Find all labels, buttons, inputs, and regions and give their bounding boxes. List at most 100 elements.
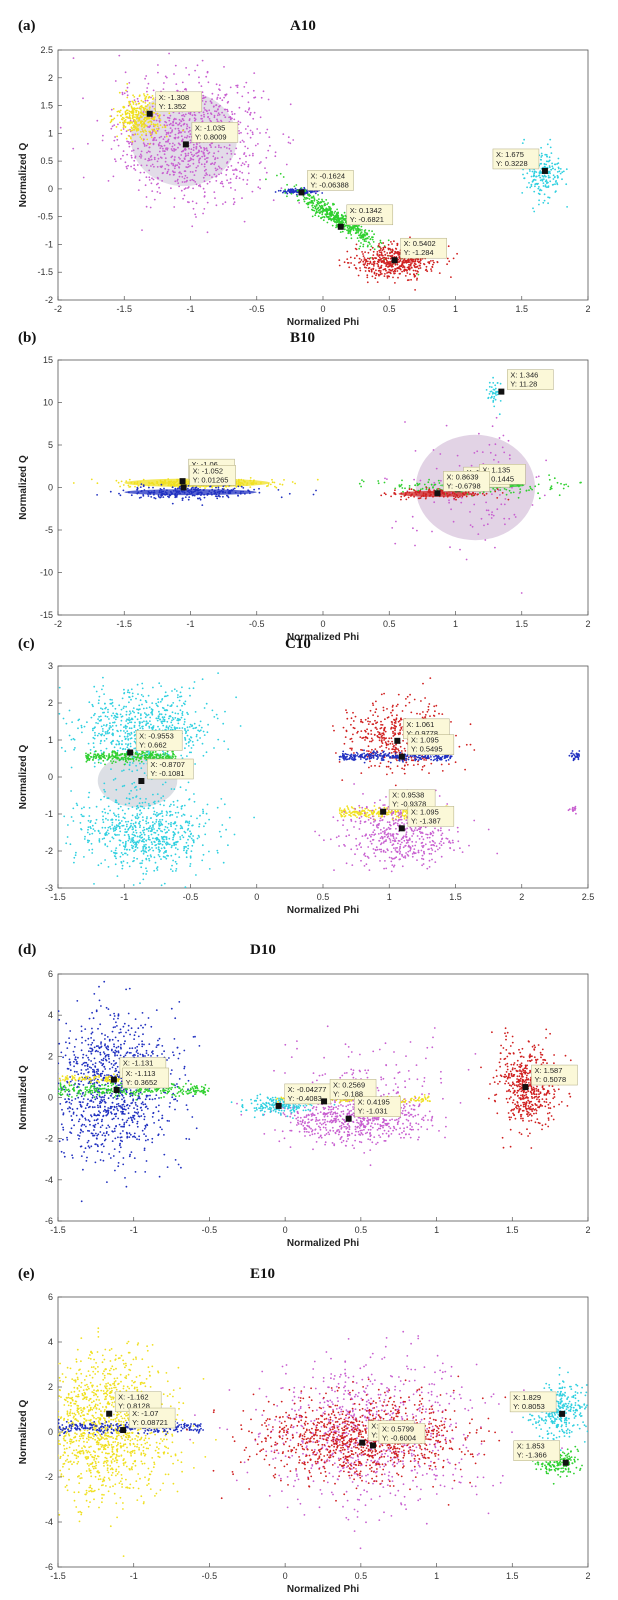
datatip-text: X: -1.052: [193, 466, 223, 475]
data-point: [188, 496, 191, 498]
datatip-text: Y: 0.8009: [195, 132, 227, 141]
data-point: [438, 482, 441, 484]
data-point: [157, 854, 160, 856]
data-point: [122, 106, 124, 108]
data-point: [280, 496, 283, 499]
data-point: [178, 490, 181, 493]
data-point: [77, 727, 79, 730]
data-point: [143, 772, 146, 774]
data-point: [391, 243, 393, 245]
data-point: [163, 709, 166, 712]
data-point: [204, 109, 207, 111]
data-point: [130, 718, 133, 721]
data-point: [143, 108, 146, 111]
data-point: [195, 486, 198, 489]
data-point: [143, 845, 146, 848]
data-point: [487, 397, 490, 400]
datatip-text: X: -1.308: [159, 93, 189, 102]
data-point: [130, 494, 133, 497]
data-point: [340, 214, 343, 217]
data-point: [186, 734, 189, 737]
data-point: [169, 715, 172, 718]
data-point: [408, 485, 411, 487]
data-point: [116, 739, 119, 742]
data-point: [139, 797, 142, 800]
data-point: [483, 524, 485, 527]
data-point: [490, 513, 493, 516]
data-point: [222, 485, 225, 488]
data-point: [182, 129, 185, 132]
data-point: [171, 149, 174, 152]
data-point: [123, 688, 125, 691]
data-point: [195, 735, 198, 738]
data-point: [322, 207, 325, 210]
data-point: [176, 705, 179, 708]
data-point: [124, 112, 127, 115]
data-point: [170, 480, 173, 483]
data-point: [180, 124, 183, 127]
data-point: [131, 140, 134, 143]
data-point: [452, 520, 455, 523]
data-point: [448, 499, 450, 502]
data-point: [128, 145, 131, 148]
data-point: [216, 108, 219, 111]
data-point: [194, 213, 197, 216]
data-point: [170, 705, 173, 707]
data-point: [323, 209, 325, 212]
data-point: [235, 175, 238, 178]
data-point: [197, 834, 200, 837]
data-point: [180, 154, 183, 156]
data-point: [455, 498, 457, 501]
data-point: [198, 836, 201, 838]
data-point: [410, 266, 413, 269]
data-point: [454, 496, 457, 499]
data-point: [387, 261, 390, 263]
data-point: [398, 484, 401, 486]
data-point: [142, 878, 145, 881]
data-point: [409, 273, 411, 276]
data-point: [165, 850, 168, 852]
data-point: [174, 180, 177, 183]
data-point: [82, 97, 84, 100]
data-point: [142, 494, 145, 496]
data-point: [387, 239, 390, 242]
data-point: [192, 143, 195, 146]
data-point: [165, 725, 168, 728]
data-point: [130, 154, 133, 157]
data-point: [203, 493, 206, 496]
data-point: [156, 130, 159, 132]
data-point: [143, 118, 145, 121]
data-point: [380, 253, 383, 255]
data-point: [317, 209, 320, 212]
data-point: [458, 464, 461, 467]
x-tick-label: 0: [320, 619, 325, 629]
data-point: [203, 115, 206, 118]
data-point: [365, 266, 367, 269]
data-point: [554, 163, 557, 166]
data-point: [246, 183, 248, 186]
data-point: [111, 125, 114, 128]
data-point: [247, 172, 250, 175]
data-point: [166, 163, 169, 166]
data-point: [398, 272, 401, 275]
data-point: [121, 770, 123, 772]
panel-title: C10: [285, 636, 311, 652]
data-point: [171, 690, 173, 692]
data-point: [138, 94, 141, 97]
data-point: [554, 176, 556, 178]
data-point: [104, 715, 107, 718]
data-point: [136, 728, 139, 731]
data-point: [408, 491, 411, 494]
data-point: [377, 255, 380, 257]
data-point: [417, 267, 420, 270]
data-point: [195, 145, 198, 148]
